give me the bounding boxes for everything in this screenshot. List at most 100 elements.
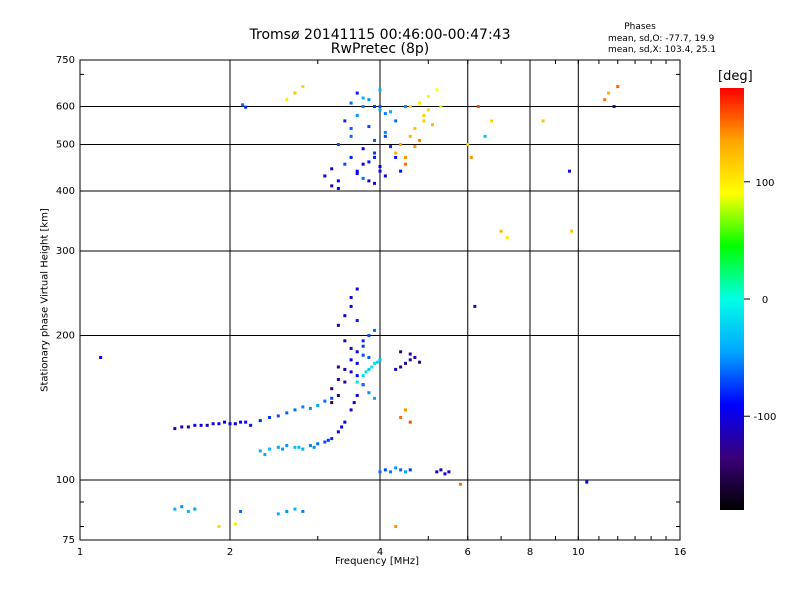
y-tick-label: 400 [56, 186, 75, 197]
y-tick-label: 75 [62, 535, 75, 546]
scatter-point [276, 414, 280, 418]
scatter-point [276, 512, 280, 516]
scatter-point [383, 130, 387, 134]
y-tick-label: 300 [56, 246, 75, 257]
scatter-point [439, 468, 443, 472]
scatter-point [241, 103, 245, 107]
scatter-point [361, 339, 365, 343]
scatter-point [330, 387, 334, 391]
scatter-point [293, 408, 297, 412]
scatter-point [408, 420, 412, 424]
scatter-point [439, 105, 443, 109]
scatter-point [336, 430, 340, 434]
scatter-point [373, 155, 377, 159]
scatter-point [336, 394, 340, 398]
colorbar-ticks: 100 0 -100 [744, 178, 776, 423]
scatter-point [308, 406, 312, 410]
scatter-point [408, 352, 412, 356]
x-tick-label: 6 [465, 547, 471, 558]
scatter-point [383, 174, 387, 178]
scatter-point [211, 422, 215, 426]
scatter-point [373, 361, 377, 365]
scatter-point [476, 105, 480, 109]
scatter-point [343, 380, 347, 384]
scatter-point [336, 323, 340, 327]
scatter-point [403, 408, 407, 412]
scatter-point [394, 119, 398, 123]
x-tick-label: 16 [674, 547, 687, 558]
colorbar-tick-label: 0 [762, 295, 768, 306]
scatter-point [249, 423, 253, 427]
scatter-point [312, 445, 316, 449]
scatter-point [186, 425, 190, 429]
scatter-point [458, 482, 462, 486]
scatter-point [373, 328, 377, 332]
scatter-point [361, 383, 365, 387]
scatter-point [435, 88, 439, 92]
scatter-point [373, 396, 377, 400]
scatter-point [367, 125, 371, 129]
scatter-point [361, 162, 365, 166]
scatter-point [349, 370, 353, 374]
scatter-point [330, 396, 334, 400]
scatter-point [228, 422, 232, 426]
scatter-point [355, 350, 359, 354]
scatter-point [378, 88, 382, 92]
x-tick-label: 4 [377, 547, 383, 558]
scatter-point [258, 419, 262, 423]
scatter-point [417, 101, 421, 105]
scatter-point [199, 423, 203, 427]
scatter-point [367, 391, 371, 395]
scatter-point [180, 425, 184, 429]
scatter-point [373, 181, 377, 185]
scatter-point [205, 423, 209, 427]
scatter-point [383, 112, 387, 116]
scatter-point [361, 105, 365, 109]
y-tick-label: 100 [56, 475, 75, 486]
scatter-point [343, 367, 347, 371]
scatter-point [367, 98, 371, 102]
scatter-point [403, 155, 407, 159]
scatter-point [394, 151, 398, 155]
scatter-point [301, 509, 305, 513]
scatter-point [431, 123, 435, 127]
scatter-point [239, 509, 243, 513]
scatter-point [316, 442, 320, 446]
scatter-point [422, 119, 426, 123]
x-axis-ticks: 1 2 4 6 8 10 16 [77, 60, 687, 558]
scatter-point [301, 447, 305, 451]
scatter-point [323, 440, 327, 444]
scatter-point [394, 367, 398, 371]
scatter-point [389, 110, 393, 114]
scatter-point [343, 420, 347, 424]
scatter-point [399, 169, 403, 173]
scatter-point [370, 365, 374, 369]
scatter-point [367, 355, 371, 359]
scatter-point [399, 143, 403, 147]
scatter-point [326, 438, 330, 442]
scatter-point [244, 420, 248, 424]
scatter-point [336, 179, 340, 183]
scatter-point [349, 296, 353, 300]
scatter-point [297, 445, 301, 449]
scatter-point [570, 229, 574, 233]
scatter-point [355, 287, 359, 291]
scatter-point [483, 134, 487, 138]
colorbar-tick-label: 100 [755, 178, 774, 189]
scatter-point [394, 525, 398, 529]
scatter-point [426, 94, 430, 98]
scatter-point [473, 304, 477, 308]
scatter-point [173, 507, 177, 511]
scatter-point [383, 134, 387, 138]
scatter-point [378, 108, 382, 112]
scatter-point [180, 505, 184, 509]
scatter-point [301, 405, 305, 409]
y-tick-label: 200 [56, 331, 75, 342]
scatter-point [361, 147, 365, 151]
scatter-point [399, 468, 403, 472]
scatter-point [383, 468, 387, 472]
scatter-point [361, 176, 365, 180]
scatter-point [301, 85, 305, 89]
